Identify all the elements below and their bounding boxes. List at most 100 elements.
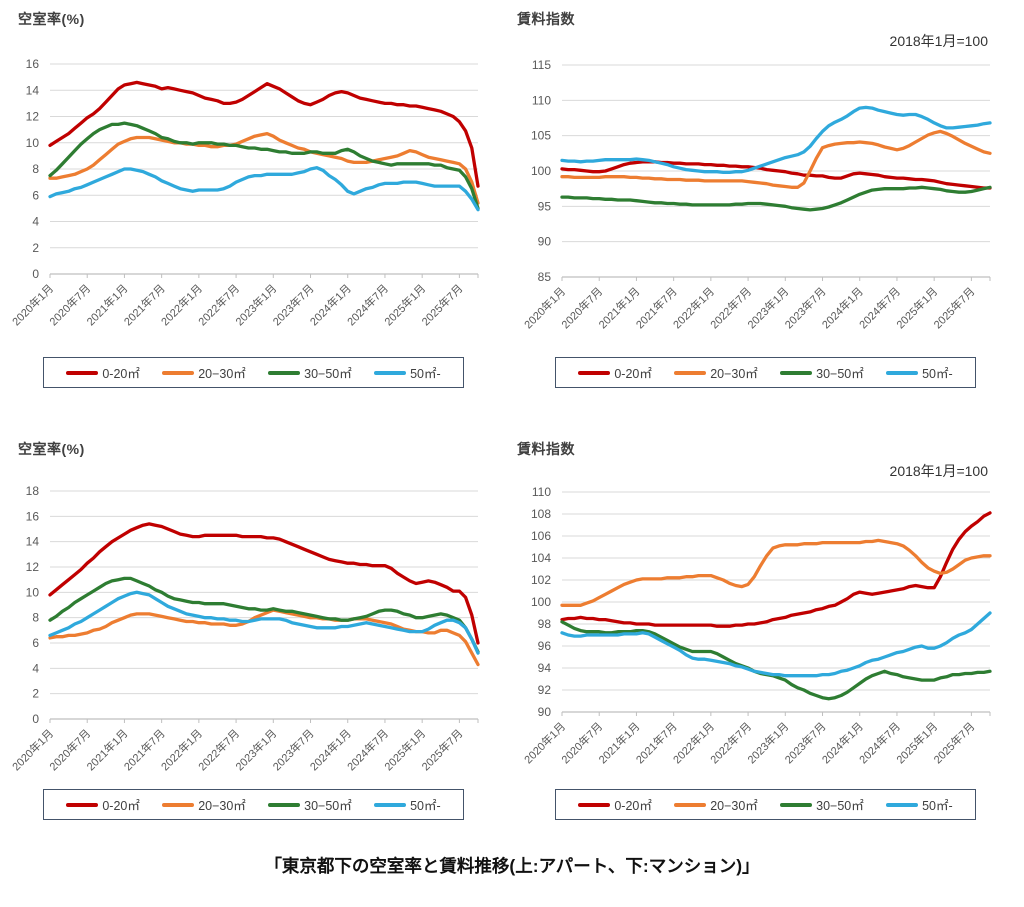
y-axis-tick-label: 6 — [32, 188, 39, 202]
legend-mansion-rent-index: 0-20㎡ 20−30㎡ 30−50㎡ 50㎡- — [555, 789, 976, 820]
y-axis-tick-label: 16 — [26, 57, 40, 71]
legend-apartment-rent-index: 0-20㎡ 20−30㎡ 30−50㎡ 50㎡- — [555, 357, 976, 388]
y-axis-tick-label: 85 — [538, 270, 552, 284]
y-axis-tick-label: 105 — [531, 129, 551, 143]
y-axis-tick-label: 98 — [538, 617, 552, 631]
legend-label: 50㎡- — [922, 367, 953, 381]
legend-item: 50㎡- — [374, 795, 441, 814]
legend-item: 50㎡- — [886, 795, 953, 814]
legend-item: 0-20㎡ — [578, 363, 652, 382]
series-line — [560, 185, 992, 212]
legend-item: 20−30㎡ — [674, 795, 758, 814]
series-line — [560, 538, 992, 607]
apartment-vacancy-chart: 0 2 4 6 8 10 12 14 16 2020年1月 2020年7月 2021年1月 2021年7… — [0, 0, 512, 355]
legend-label: 0-20㎡ — [102, 799, 140, 813]
y-axis-tick-label: 108 — [531, 507, 551, 521]
legend-label: 0-20㎡ — [614, 799, 652, 813]
base-note-apartment: 2018年1月=100 — [889, 33, 988, 49]
y-axis-tick-label: 12 — [26, 110, 40, 124]
series-line — [560, 105, 992, 175]
y-axis-tick-label: 2 — [32, 687, 39, 701]
series-line — [48, 166, 480, 212]
chart-title-mansion-rent-index: 賃料指数 — [517, 441, 575, 457]
y-axis-tick-label: 14 — [26, 535, 40, 549]
legend-mansion-vacancy: 0-20㎡ 20−30㎡ 30−50㎡ 50㎡- — [43, 789, 464, 820]
legend-label: 50㎡- — [922, 799, 953, 813]
y-axis-tick-label: 104 — [531, 551, 551, 565]
legend-swatch — [268, 370, 301, 375]
legend-item: 20−30㎡ — [162, 795, 246, 814]
legend-item: 30−50㎡ — [780, 363, 864, 382]
legend-swatch — [886, 370, 919, 375]
legend-label: 50㎡- — [410, 799, 441, 813]
y-axis-tick-label: 90 — [538, 705, 552, 719]
legend-swatch — [66, 370, 99, 375]
y-axis-tick-label: 4 — [32, 661, 39, 675]
y-axis-tick-label: 6 — [32, 636, 39, 650]
y-axis-tick-label: 95 — [538, 199, 552, 213]
y-axis-tick-label: 16 — [26, 509, 40, 523]
legend-swatch — [374, 370, 407, 375]
legend-item: 50㎡- — [886, 363, 953, 382]
y-axis-tick-label: 100 — [531, 595, 551, 609]
chart-title-mansion-vacancy: 空室率(%) — [18, 441, 85, 457]
y-axis-tick-label: 12 — [26, 560, 40, 574]
legend-label: 20−30㎡ — [710, 799, 758, 813]
y-axis-tick-label: 8 — [32, 611, 39, 625]
legend-swatch — [578, 370, 611, 375]
legend-label: 0-20㎡ — [102, 367, 140, 381]
y-axis-tick-label: 110 — [532, 485, 551, 499]
legend-item: 0-20㎡ — [66, 795, 140, 814]
y-axis-tick-label: 4 — [32, 215, 39, 229]
x-axis-tick-label: 2025年7月 — [930, 719, 977, 766]
line-chart-svg: 0246810121416182020年1月2020年7月2021年1月2021… — [9, 484, 480, 773]
series-line — [560, 511, 992, 628]
series-line — [48, 590, 480, 655]
series-line — [560, 129, 992, 189]
legend-label: 50㎡- — [410, 367, 441, 381]
x-axis-tick-label: 2025年7月 — [930, 284, 977, 331]
legend-apartment-vacancy: 0-20㎡ 20−30㎡ 30−50㎡ 50㎡- — [43, 357, 464, 388]
series-line — [560, 611, 992, 678]
legend-item: 30−50㎡ — [268, 795, 352, 814]
legend-swatch — [780, 802, 813, 807]
y-axis-tick-label: 18 — [26, 484, 40, 498]
line-chart-svg: 90929496981001021041061081102020年1月2020年… — [521, 485, 992, 766]
y-axis-tick-label: 94 — [538, 661, 552, 675]
legend-label: 30−50㎡ — [816, 799, 864, 813]
legend-item: 30−50㎡ — [780, 795, 864, 814]
line-chart-svg: 02468101214162020年1月2020年7月2021年1月2021年7… — [9, 57, 480, 328]
legend-item: 0-20㎡ — [66, 363, 140, 382]
x-axis-tick-label: 2025年7月 — [418, 726, 465, 773]
legend-swatch — [578, 802, 611, 807]
legend-swatch — [374, 802, 407, 807]
series-line — [48, 121, 480, 211]
x-axis-tick-label: 2025年7月 — [418, 281, 465, 328]
chart-title-apartment-vacancy: 空室率(%) — [18, 11, 85, 27]
legend-item: 30−50㎡ — [268, 363, 352, 382]
y-axis-tick-label: 96 — [538, 639, 552, 653]
mansion-rent-index-chart: 90 92 94 96 98 100 102 104 106 108 110 2020年1月 2020年… — [512, 430, 1024, 785]
series-line — [560, 620, 992, 701]
legend-swatch — [162, 802, 195, 807]
chart-title-apartment-rent-index: 賃料指数 — [517, 11, 575, 27]
y-axis-tick-label: 92 — [538, 683, 552, 697]
legend-label: 0-20㎡ — [614, 367, 652, 381]
legend-swatch — [886, 802, 919, 807]
legend-swatch — [66, 802, 99, 807]
y-axis-tick-label: 106 — [531, 529, 551, 543]
legend-label: 20−30㎡ — [710, 367, 758, 381]
y-axis-tick-label: 10 — [26, 136, 40, 150]
legend-label: 30−50㎡ — [304, 799, 352, 813]
y-axis-tick-label: 102 — [531, 573, 551, 587]
legend-label: 20−30㎡ — [198, 367, 246, 381]
series-line — [48, 131, 480, 205]
y-axis-tick-label: 14 — [26, 83, 40, 97]
legend-label: 30−50㎡ — [304, 367, 352, 381]
legend-swatch — [268, 802, 301, 807]
series-line — [560, 160, 992, 190]
apartment-rent-index-chart: 85 90 95 100 105 110 115 2020年1月 2020年7月 2021年1月 2… — [512, 0, 1024, 355]
line-chart-svg: 8590951001051101152020年1月2020年7月2021年1月2… — [521, 58, 992, 331]
legend-label: 20−30㎡ — [198, 799, 246, 813]
series-line — [48, 576, 480, 654]
